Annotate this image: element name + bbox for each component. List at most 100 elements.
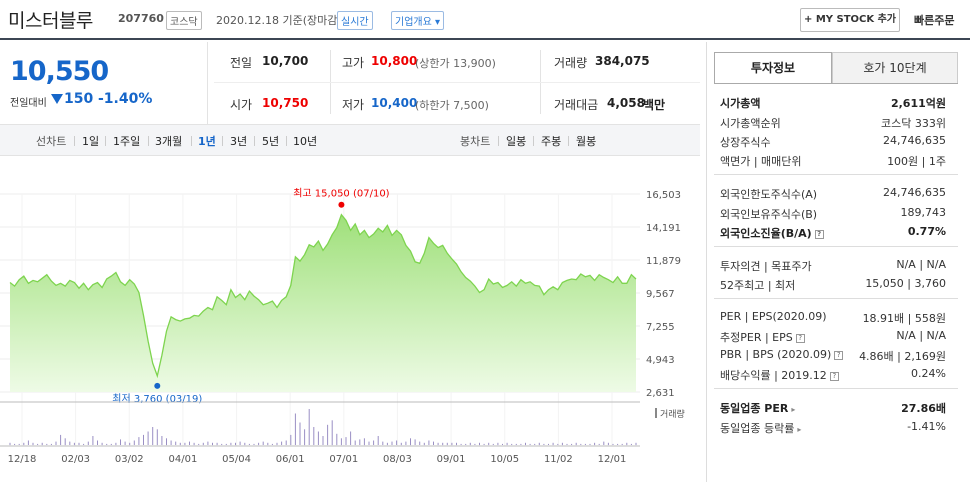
volume-bar <box>32 442 34 446</box>
help-icon[interactable]: ? <box>829 372 839 381</box>
low-point-marker <box>154 382 161 389</box>
volume-bar <box>529 443 531 445</box>
low-annotation: 최저 3,760 (03/19) <box>112 393 202 405</box>
help-icon[interactable]: ? <box>795 334 805 343</box>
dividend-value: 0.24% <box>911 367 946 380</box>
high-label: 고가 <box>342 56 365 70</box>
x-tick-label: 12/18 <box>8 454 37 465</box>
volume-bar <box>285 440 287 445</box>
volume-bar <box>534 443 536 445</box>
volume-bar <box>23 442 25 446</box>
period-tab-1y[interactable]: 1년 <box>198 135 216 148</box>
x-tick-label: 09/01 <box>437 454 466 465</box>
period-tab-10y[interactable]: 10년 <box>293 135 318 148</box>
trade-value-unit: 백만 <box>643 98 666 112</box>
volume-bar <box>557 443 559 445</box>
volume-bar <box>27 440 29 445</box>
quick-order-link[interactable]: 빠른주문 <box>914 14 955 27</box>
volume-bar <box>92 436 94 445</box>
x-tick-label: 10/05 <box>490 454 519 465</box>
industry-rate-row: 동일업종 등락률 ▸ <box>720 420 801 436</box>
price-chart[interactable]: 16,503 14,191 11,879 9,567 7,255 4,943 2,631 최… <box>0 158 700 482</box>
candle-tab-monthly[interactable]: 월봉 <box>576 135 597 148</box>
period-tab-1d[interactable]: 1일 <box>82 135 100 148</box>
prev-close-label: 전일 <box>230 56 253 70</box>
x-tick-label: 05/04 <box>222 454 251 465</box>
period-tab-1w[interactable]: 1주일 <box>113 135 141 148</box>
opinion-label: 투자의견 | 목표주가 <box>720 260 812 273</box>
volume-bar <box>87 441 89 445</box>
tab-underline <box>714 83 958 84</box>
per-label: PER | EPS(2020.09) <box>720 310 827 323</box>
volume-bar <box>488 442 490 446</box>
volume-bar <box>239 441 241 445</box>
volume-bar <box>612 443 614 445</box>
add-my-stock-button[interactable]: + MY STOCK 추가 <box>800 8 900 32</box>
period-tab-3y[interactable]: 3년 <box>230 135 248 148</box>
volume-bar <box>405 441 407 445</box>
volume-bar <box>377 436 379 445</box>
industry-per-row: 동일업종 PER ▸ <box>720 400 795 416</box>
volume-bar <box>161 436 163 445</box>
volume-bar <box>607 442 609 446</box>
volume-bar <box>598 443 600 445</box>
volume-bar <box>60 434 62 445</box>
low-value: 10,400 <box>371 96 418 110</box>
volume-bar <box>603 441 605 445</box>
face-value-value: 100원 | 1주 <box>887 155 946 168</box>
volume-bar <box>322 436 324 445</box>
per-value: 18.91배 | 558원 <box>862 312 946 325</box>
volume-bar <box>336 433 338 446</box>
volume-value: 384,075 <box>595 54 650 68</box>
tab-hoga-10[interactable]: 호가 10단계 <box>832 52 958 84</box>
realtime-button[interactable]: 실시간 <box>337 11 373 30</box>
help-icon[interactable]: ? <box>814 230 824 239</box>
volume-bar <box>589 443 591 445</box>
stock-name: 미스터블루 <box>8 10 93 32</box>
volume-bar <box>483 443 485 445</box>
divider <box>74 136 75 146</box>
volume-bar <box>138 437 140 445</box>
foreign-limit-label: 외국인한도주식수(A) <box>720 188 818 201</box>
foreign-hold-label: 외국인보유주식수(B) <box>720 208 818 221</box>
candle-tab-daily[interactable]: 일봉 <box>506 135 527 148</box>
down-triangle-icon <box>51 94 63 104</box>
period-tab-3m[interactable]: 3개월 <box>155 135 183 148</box>
volume-bar <box>492 443 494 445</box>
est-per-row: 추정PER | EPS? <box>720 329 805 345</box>
volume-bar <box>400 442 402 446</box>
candle-tab-weekly[interactable]: 주봉 <box>541 135 562 148</box>
tab-invest-info[interactable]: 투자정보 <box>714 52 832 84</box>
volume-bar <box>202 442 204 446</box>
volume-legend-swatch <box>655 408 657 418</box>
volume-bar <box>299 422 301 445</box>
help-icon[interactable]: ? <box>834 351 844 360</box>
candle-chart-label: 봉차트 <box>460 135 491 148</box>
price-area <box>10 214 636 392</box>
52w-value: 15,050 | 3,760 <box>865 277 946 290</box>
industry-per-label[interactable]: 동일업종 PER <box>720 402 789 415</box>
x-tick-label: 12/01 <box>598 454 627 465</box>
volume-bar <box>359 439 361 445</box>
company-overview-dropdown[interactable]: 기업개요 ▾ <box>391 11 444 30</box>
industry-per-value: 27.86배 <box>901 402 946 415</box>
volume-bar <box>313 427 315 445</box>
industry-rate-value: -1.41% <box>907 420 946 433</box>
x-tick-label: 08/03 <box>383 454 412 465</box>
volume-bar <box>414 439 416 445</box>
volume-bar <box>170 440 172 445</box>
volume-bar <box>511 443 513 445</box>
est-per-value: N/A | N/A <box>896 329 946 342</box>
foreign-ratio-row: 외국인소진율(B/A)? <box>720 225 824 241</box>
volume-bar <box>290 434 292 445</box>
volume-bar <box>474 443 476 445</box>
industry-rate-label[interactable]: 동일업종 등락률 <box>720 422 795 435</box>
change-amount: 150 <box>64 91 94 107</box>
line-chart-label: 선차트 <box>36 135 67 148</box>
volume-bar <box>479 442 480 446</box>
volume-bar <box>525 442 526 446</box>
high-point-marker <box>338 201 345 208</box>
period-tab-5y[interactable]: 5년 <box>262 135 280 148</box>
trade-value-label: 거래대금 <box>554 98 599 112</box>
y-tick-label: 9,567 <box>646 289 675 300</box>
